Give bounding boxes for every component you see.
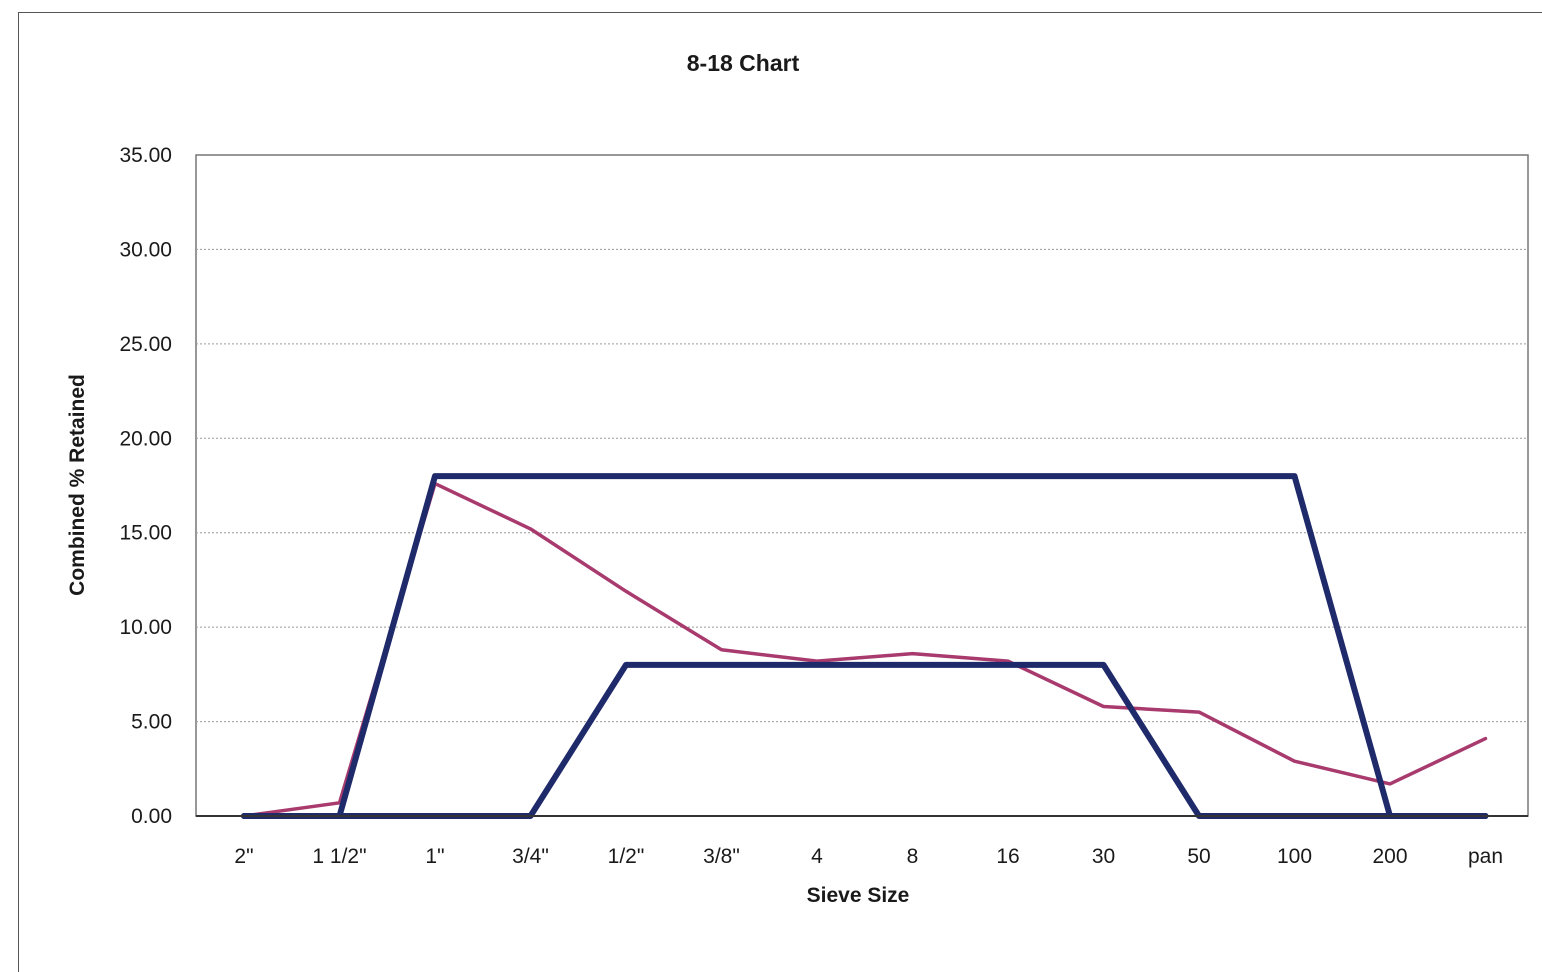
series-line-2 bbox=[241, 473, 1489, 819]
x-axis-ticks: 2" 1 1/2" 1" 3/4" 1/2" 3/8" 4 8 16 30 50 100 200 pan bbox=[234, 845, 1503, 868]
y-tick-label: 25.00 bbox=[119, 333, 172, 356]
x-tick-label: 1" bbox=[425, 845, 444, 868]
chart-frame bbox=[18, 12, 1542, 972]
y-tick-label: 0.00 bbox=[131, 805, 172, 828]
x-axis-title: Sieve Size bbox=[807, 884, 910, 907]
x-tick-label: 200 bbox=[1372, 845, 1407, 868]
x-tick-label: 1 1/2" bbox=[312, 845, 366, 868]
x-tick-label: 8 bbox=[907, 845, 919, 868]
y-tick-label: 15.00 bbox=[119, 522, 172, 545]
y-tick-label: 30.00 bbox=[119, 238, 172, 261]
x-tick-label: 3/8" bbox=[703, 845, 740, 868]
x-tick-label: 16 bbox=[996, 845, 1019, 868]
y-axis-title: Combined % Retained bbox=[66, 374, 89, 596]
x-tick-label: 30 bbox=[1092, 845, 1115, 868]
plot-area bbox=[195, 154, 1529, 817]
y-tick-label: 35.00 bbox=[119, 144, 172, 167]
x-tick-label: pan bbox=[1468, 845, 1503, 868]
x-tick-label: 3/4" bbox=[512, 845, 549, 868]
chart: 8-18 Chart 0.00 5.00 10.00 15.00 20.00 25.00 3… bbox=[66, 50, 1529, 907]
y-axis-ticks: 0.00 5.00 10.00 15.00 20.00 25.00 30.00 35.00 bbox=[119, 144, 172, 828]
x-tick-label: 1/2" bbox=[608, 845, 645, 868]
grid-lines bbox=[196, 248, 1528, 723]
series-line-1 bbox=[242, 481, 1488, 818]
series-line-3 bbox=[241, 661, 1489, 819]
series-layer bbox=[241, 473, 1489, 819]
x-tick-label: 2" bbox=[234, 845, 253, 868]
y-tick-label: 5.00 bbox=[131, 711, 172, 734]
x-tick-label: 100 bbox=[1277, 845, 1312, 868]
y-tick-label: 20.00 bbox=[119, 427, 172, 450]
y-tick-label: 10.00 bbox=[119, 616, 172, 639]
x-tick-label: 50 bbox=[1187, 845, 1210, 868]
chart-title: 8-18 Chart bbox=[687, 50, 800, 76]
x-tick-label: 4 bbox=[811, 845, 823, 868]
